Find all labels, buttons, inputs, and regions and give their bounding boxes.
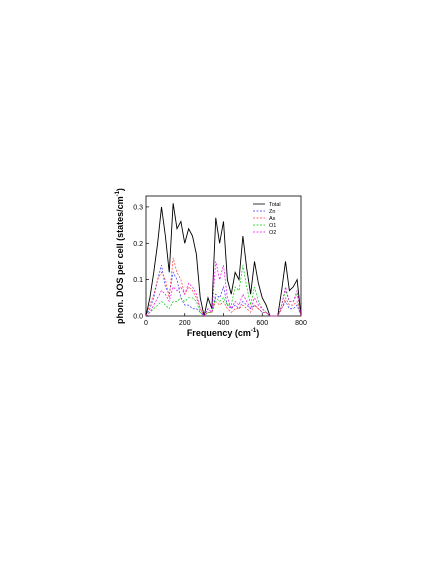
x-label-end: )	[256, 328, 259, 338]
x-tick-label: 600	[256, 320, 268, 327]
y-label-text: phon. DOS per cell (states/cm	[115, 196, 125, 324]
y-tick-label: 0.0	[133, 314, 143, 321]
x-label-sup: -1	[251, 328, 257, 334]
legend-label: As	[269, 216, 276, 222]
x-tick-label: 400	[218, 320, 230, 327]
x-tick-label: 800	[295, 320, 307, 327]
x-label-text: Frequency (cm	[187, 328, 251, 338]
series-line	[145, 265, 302, 317]
y-label-sup: -1	[115, 190, 121, 196]
series-line	[145, 203, 302, 317]
series-line	[145, 257, 302, 317]
legend-label: Zn	[269, 209, 275, 215]
x-tick-label: 200	[179, 320, 191, 327]
y-tick-label: 0.3	[133, 204, 143, 211]
y-label-end: )	[115, 188, 125, 191]
legend-label: O2	[269, 230, 276, 236]
y-tick-label: 0.2	[133, 241, 143, 248]
series-line	[145, 261, 302, 317]
x-axis-label: Frequency (cm-1)	[187, 328, 259, 338]
x-tick-label: 0	[144, 320, 148, 327]
y-tick-label: 0.1	[133, 277, 143, 284]
legend-label: O1	[269, 223, 276, 229]
legend-label: Total	[269, 202, 281, 208]
y-axis-label: phon. DOS per cell (states/cm-1)	[115, 188, 125, 324]
